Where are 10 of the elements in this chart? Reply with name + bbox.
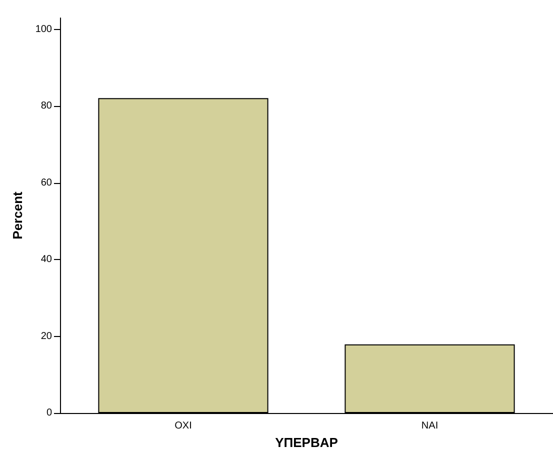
x-tick-label: ΝΑΙ xyxy=(421,420,438,432)
y-tick-label: 60 xyxy=(40,177,52,188)
y-tick-label: 20 xyxy=(40,330,52,342)
y-tick-label: 0 xyxy=(46,408,52,418)
x-axis-title: ΥΠΕΡΒΑΡ xyxy=(275,434,338,450)
x-tick-label: ΟΧΙ xyxy=(174,420,192,432)
y-tick-label: 80 xyxy=(40,100,52,112)
y-axis-title: Percent xyxy=(10,190,25,240)
y-tick-label: 100 xyxy=(35,24,52,36)
y-tick-label: 40 xyxy=(40,254,52,266)
